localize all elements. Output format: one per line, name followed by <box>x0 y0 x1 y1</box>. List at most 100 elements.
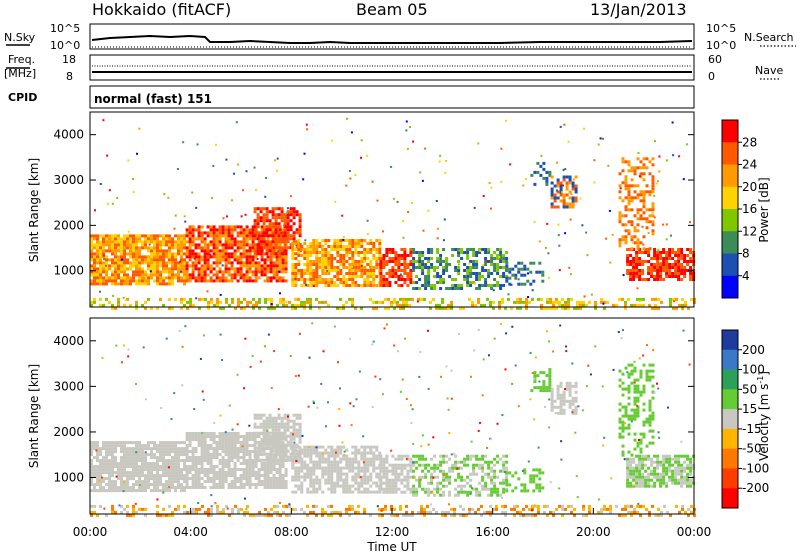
echo-cell <box>647 466 651 470</box>
echo-cell <box>403 484 407 488</box>
echo-cell <box>648 247 652 251</box>
echo-cell <box>574 175 578 179</box>
echo-cell <box>656 278 660 281</box>
echo-cell <box>418 287 422 290</box>
echo-cell <box>147 480 150 484</box>
echo-cell <box>239 273 243 277</box>
echo-cell <box>272 243 276 247</box>
echo-cell <box>111 444 114 448</box>
echo-cell <box>300 300 303 304</box>
echo-cell <box>621 199 625 203</box>
echo-cell <box>294 490 298 494</box>
echo-cell <box>105 462 108 466</box>
echo-cell <box>397 257 401 260</box>
echo-cell <box>351 463 355 467</box>
echo-cell <box>379 457 383 461</box>
echo-cell <box>230 483 234 486</box>
echo-cell <box>348 257 352 260</box>
echo-cell <box>117 300 120 304</box>
echo-cell <box>659 251 663 254</box>
echo-cell <box>263 252 267 256</box>
echo-cell <box>562 399 566 403</box>
echo-cell <box>375 260 379 263</box>
echo-cell <box>123 264 126 268</box>
echo-cell <box>336 306 339 310</box>
echo-cell <box>230 453 234 456</box>
echo-cell <box>490 254 494 257</box>
echo-cell <box>327 454 331 458</box>
echo-cell <box>466 275 470 278</box>
echo-cell <box>354 239 358 242</box>
echo-cell <box>391 487 395 491</box>
echo-cell <box>339 281 343 284</box>
echo-cell <box>632 266 636 269</box>
echo-cell <box>132 261 135 265</box>
echo-cell <box>565 202 569 206</box>
echo-cell <box>498 306 501 310</box>
echo-cell <box>480 303 483 307</box>
echo-cell <box>665 263 669 266</box>
echo-cell <box>102 477 105 481</box>
echo-cell <box>469 454 473 458</box>
echo-cell <box>636 208 640 212</box>
echo-cell <box>198 297 201 301</box>
echo-cell <box>309 284 313 287</box>
echo-cell <box>165 240 168 244</box>
echo-cell <box>565 381 569 385</box>
echo-cell <box>286 231 290 235</box>
echo-cell <box>444 306 447 310</box>
echo-cell <box>116 197 119 199</box>
echo-cell <box>626 257 630 260</box>
echo-cell <box>639 241 643 245</box>
echo-cell <box>248 228 252 232</box>
echo-cell <box>135 249 138 253</box>
echo-cell <box>357 245 361 248</box>
echo-cell <box>388 487 392 491</box>
echo-cell <box>270 303 273 307</box>
echo-cell <box>385 490 389 494</box>
nsearch-label: N.Search <box>744 31 794 44</box>
echo-cell <box>183 252 186 256</box>
nave-tick-bottom: 0 <box>708 70 715 83</box>
echo-cell <box>206 432 210 435</box>
echo-cell <box>283 237 287 241</box>
echo-cell <box>372 445 376 449</box>
echo-cell <box>289 440 293 444</box>
echo-cell <box>369 269 373 272</box>
echo-cell <box>99 261 102 265</box>
echo-cell <box>162 279 165 283</box>
echo-cell <box>242 450 246 453</box>
echo-cell <box>469 272 473 275</box>
echo-cell <box>624 181 628 185</box>
echo-cell <box>388 484 392 488</box>
echo-cell <box>574 381 578 385</box>
colorbar-swatch <box>722 120 738 143</box>
echo-cell <box>174 297 177 301</box>
echo-cell <box>280 443 284 447</box>
echo-cell <box>194 237 198 241</box>
echo-cell <box>481 275 485 278</box>
echo-cell <box>197 471 201 474</box>
echo-cell <box>147 258 150 262</box>
echo-cell <box>472 260 476 263</box>
echo-cell <box>424 487 428 491</box>
echo-cell <box>233 228 237 232</box>
echo-cell <box>156 447 159 451</box>
echo-cell <box>427 490 431 494</box>
echo-cell <box>487 472 491 476</box>
echo-cell <box>294 277 297 280</box>
echo-cell <box>372 266 376 269</box>
echo-cell <box>108 441 111 445</box>
echo-cell <box>248 243 252 247</box>
echo-cell <box>505 487 509 491</box>
echo-cell <box>141 471 144 475</box>
echo-cell <box>441 300 444 304</box>
echo-cell <box>539 371 543 375</box>
echo-cell <box>272 456 276 459</box>
echo-cell <box>354 263 358 266</box>
echo-cell <box>588 300 591 304</box>
echo-cell <box>385 469 389 473</box>
echo-cell <box>629 275 633 278</box>
echo-cell <box>165 270 168 274</box>
echo-cell <box>399 273 402 276</box>
